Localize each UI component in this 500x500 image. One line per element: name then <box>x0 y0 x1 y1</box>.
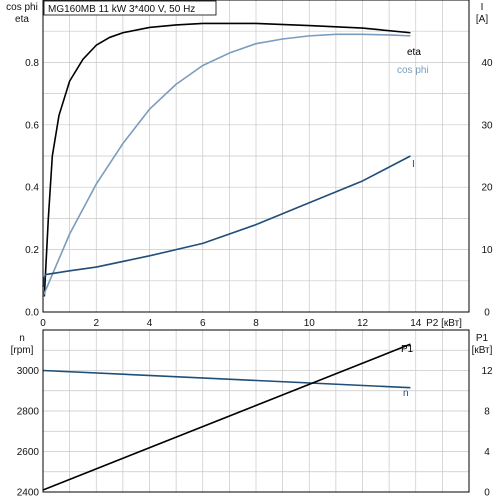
series-line-n <box>42 369 411 389</box>
top-right-tick-label: 10 <box>481 245 493 256</box>
speed-series-label: n <box>403 388 409 399</box>
x-tick-label: 0 <box>40 318 46 329</box>
current-series-label: I <box>412 159 415 170</box>
top-left-tick-label: 0.0 <box>25 308 39 319</box>
top-left-axis-label-2: eta <box>15 14 29 25</box>
series-line-p1 <box>42 343 411 491</box>
bottom-left-axis-label-2: [rpm] <box>11 345 34 356</box>
x-axis-label: P2 [кВт] <box>426 318 462 329</box>
bottom-right-tick-label: 4 <box>484 447 490 458</box>
x-tick-label: 12 <box>357 318 369 329</box>
top-right-axis-label-1: I <box>481 2 484 13</box>
top-right-tick-label: 30 <box>481 120 493 131</box>
top-panel-series <box>42 22 411 297</box>
bottom-left-tick-label: 2600 <box>17 447 40 458</box>
x-tick-label: 6 <box>200 318 206 329</box>
x-tick-label: 4 <box>147 318 153 329</box>
top-right-tick-label: 0 <box>484 308 490 319</box>
bottom-panel-grid <box>43 330 469 492</box>
top-left-tick-label: 0.8 <box>25 58 39 69</box>
top-right-tick-label: 40 <box>481 58 493 69</box>
bottom-left-tick-label: 2400 <box>17 488 40 499</box>
chart-title-box <box>43 0 217 16</box>
top-left-tick-label: 0.4 <box>25 183 39 194</box>
series-line-i <box>42 155 411 288</box>
top-panel-tick-labels: 0.0 0.2 0.4 0.6 0.8 0 10 20 30 40 0 2 4 6 8 10 12 14 <box>25 58 493 329</box>
bottom-right-axis-label-1: P1 <box>476 333 489 344</box>
bottom-left-axis-label-1: n <box>19 333 25 344</box>
top-right-tick-label: 20 <box>481 183 493 194</box>
top-left-axis-label-1: cos phi <box>6 2 38 13</box>
top-left-tick-label: 0.2 <box>25 245 39 256</box>
top-panel-grid <box>43 0 469 312</box>
bottom-panel-frame <box>42 329 470 493</box>
bottom-panel-tick-labels: 2400 2600 2800 3000 0 4 8 12 <box>17 366 493 499</box>
bottom-left-tick-label: 3000 <box>17 366 40 377</box>
bottom-right-axis-label-2: [кВт] <box>472 345 493 356</box>
x-tick-label: 2 <box>93 318 99 329</box>
x-tick-label: 10 <box>304 318 316 329</box>
top-panel-frame <box>42 0 470 313</box>
series-line-eta <box>43 22 411 297</box>
x-tick-label: 8 <box>253 318 259 329</box>
bottom-right-tick-label: 8 <box>484 407 490 418</box>
top-right-axis-label-2: [A] <box>476 14 488 25</box>
x-tick-label: 14 <box>410 318 422 329</box>
cosphi-series-label: cos phi <box>397 65 429 76</box>
bottom-right-tick-label: 0 <box>484 488 490 499</box>
eta-series-label: eta <box>407 47 421 58</box>
series-line-cos-phi <box>42 33 411 297</box>
top-left-tick-label: 0.6 <box>25 120 39 131</box>
bottom-left-tick-label: 2800 <box>17 407 40 418</box>
bottom-right-tick-label: 12 <box>481 366 493 377</box>
bottom-panel-series <box>42 343 411 491</box>
p1-series-label: P1 <box>401 344 414 355</box>
chart-title: MG160MB 11 kW 3*400 V, 50 Hz <box>48 4 195 15</box>
